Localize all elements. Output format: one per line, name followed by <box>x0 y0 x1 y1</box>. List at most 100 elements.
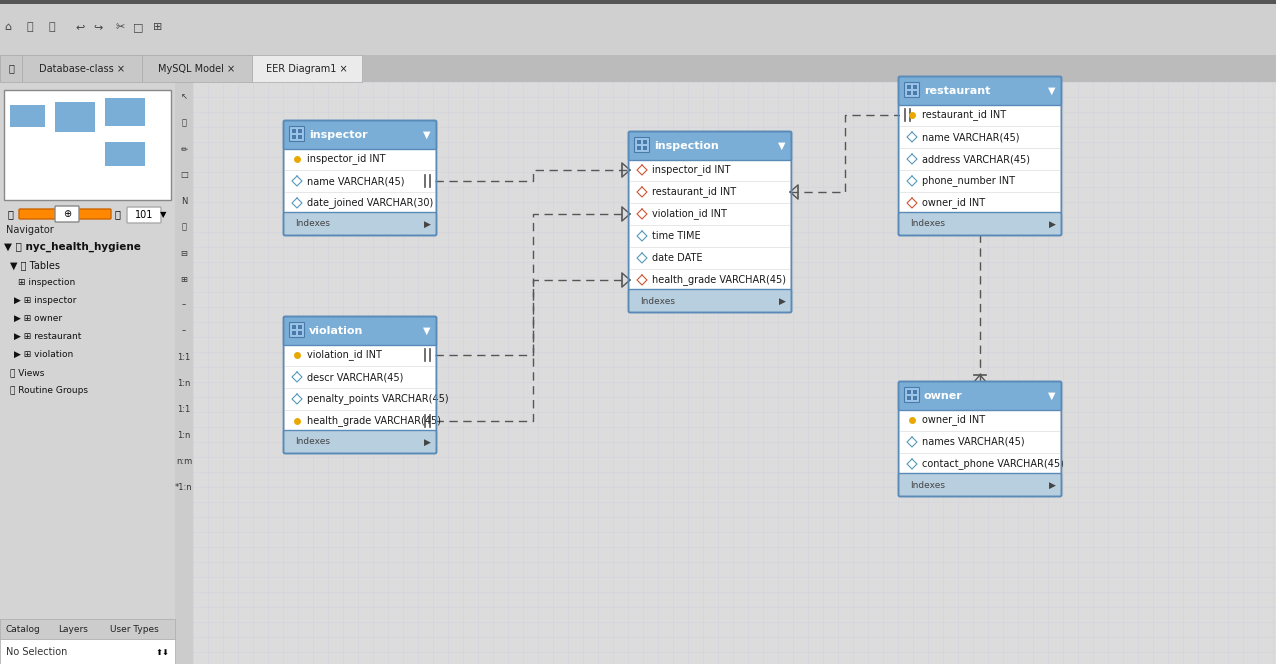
Text: ▼: ▼ <box>424 130 431 140</box>
FancyBboxPatch shape <box>22 55 142 82</box>
Text: Indexes: Indexes <box>641 297 675 305</box>
FancyBboxPatch shape <box>634 137 649 153</box>
Text: n:m: n:m <box>176 457 193 465</box>
FancyBboxPatch shape <box>637 146 641 150</box>
Text: ▶ ⊞ inspector: ▶ ⊞ inspector <box>14 296 77 305</box>
FancyBboxPatch shape <box>19 209 111 219</box>
Text: Catalog: Catalog <box>5 625 40 633</box>
Text: ⊟: ⊟ <box>180 248 188 258</box>
Text: ↖: ↖ <box>180 92 188 102</box>
FancyBboxPatch shape <box>128 207 161 223</box>
Text: N: N <box>181 197 188 205</box>
Text: 101: 101 <box>135 210 153 220</box>
FancyBboxPatch shape <box>0 0 1276 55</box>
Text: inspector_id INT: inspector_id INT <box>308 153 385 165</box>
Text: Indexes: Indexes <box>910 481 946 489</box>
Text: 🔍: 🔍 <box>8 209 14 219</box>
FancyBboxPatch shape <box>292 129 296 133</box>
Text: address VARCHAR(45): address VARCHAR(45) <box>923 154 1030 164</box>
Text: ▼: ▼ <box>160 210 166 220</box>
Text: ▶ ⊞ restaurant: ▶ ⊞ restaurant <box>14 332 82 341</box>
FancyBboxPatch shape <box>292 135 296 139</box>
Text: restaurant_id INT: restaurant_id INT <box>652 187 736 197</box>
Text: □: □ <box>133 23 143 33</box>
Text: names VARCHAR(45): names VARCHAR(45) <box>923 437 1025 447</box>
FancyBboxPatch shape <box>900 409 1060 475</box>
FancyBboxPatch shape <box>898 382 1062 410</box>
Text: health_grade VARCHAR(45): health_grade VARCHAR(45) <box>652 274 786 286</box>
FancyBboxPatch shape <box>175 82 193 664</box>
Text: MySQL Model ×: MySQL Model × <box>158 64 236 74</box>
Text: Indexes: Indexes <box>295 220 330 228</box>
FancyBboxPatch shape <box>283 430 436 454</box>
FancyBboxPatch shape <box>905 82 920 98</box>
FancyBboxPatch shape <box>105 142 145 166</box>
Text: 📁 Routine Groups: 📁 Routine Groups <box>10 386 88 395</box>
FancyBboxPatch shape <box>285 148 435 214</box>
FancyBboxPatch shape <box>10 105 45 127</box>
Text: User Types: User Types <box>110 625 158 633</box>
Text: ✏: ✏ <box>180 145 188 153</box>
Text: 🏠: 🏠 <box>8 64 14 74</box>
FancyBboxPatch shape <box>4 90 171 200</box>
Text: ▶ ⊞ owner: ▶ ⊞ owner <box>14 314 63 323</box>
Text: inspector: inspector <box>309 130 367 140</box>
Text: ▼: ▼ <box>1049 86 1055 96</box>
FancyBboxPatch shape <box>907 396 911 400</box>
FancyBboxPatch shape <box>914 85 917 89</box>
Text: 📁 Views: 📁 Views <box>10 368 45 377</box>
FancyBboxPatch shape <box>285 344 435 432</box>
Text: ▼: ▼ <box>424 326 431 336</box>
Text: ✋: ✋ <box>181 118 186 127</box>
FancyBboxPatch shape <box>0 55 1276 82</box>
FancyBboxPatch shape <box>283 212 436 236</box>
Text: ✂: ✂ <box>115 23 125 33</box>
FancyBboxPatch shape <box>283 120 436 149</box>
FancyBboxPatch shape <box>0 82 175 664</box>
FancyBboxPatch shape <box>914 91 917 95</box>
Text: –: – <box>182 327 186 335</box>
FancyBboxPatch shape <box>914 390 917 394</box>
Text: 💾: 💾 <box>48 23 55 33</box>
FancyBboxPatch shape <box>55 206 79 222</box>
Text: No Selection: No Selection <box>6 647 68 657</box>
Text: health_grade VARCHAR(45): health_grade VARCHAR(45) <box>308 416 441 426</box>
FancyBboxPatch shape <box>290 127 305 141</box>
Text: 1:n: 1:n <box>177 378 190 388</box>
Text: *1:n: *1:n <box>175 483 193 491</box>
FancyBboxPatch shape <box>643 140 647 144</box>
FancyBboxPatch shape <box>0 619 175 639</box>
Text: violation_id INT: violation_id INT <box>308 349 382 361</box>
Text: ▶: ▶ <box>424 438 430 446</box>
FancyBboxPatch shape <box>0 55 22 82</box>
Text: Indexes: Indexes <box>295 438 330 446</box>
Text: violation_id INT: violation_id INT <box>652 208 727 220</box>
Text: penalty_points VARCHAR(45): penalty_points VARCHAR(45) <box>308 394 449 404</box>
Text: ▶ ⊞ violation: ▶ ⊞ violation <box>14 350 73 359</box>
Text: date_joined VARCHAR(30): date_joined VARCHAR(30) <box>308 198 434 208</box>
FancyBboxPatch shape <box>907 91 911 95</box>
Text: 📁: 📁 <box>27 23 33 33</box>
Text: 🖧: 🖧 <box>181 222 186 232</box>
Text: time TIME: time TIME <box>652 231 701 241</box>
Text: ⊕: ⊕ <box>63 209 71 219</box>
Text: ↪: ↪ <box>93 23 102 33</box>
FancyBboxPatch shape <box>898 473 1062 497</box>
Text: owner_id INT: owner_id INT <box>923 198 985 208</box>
FancyBboxPatch shape <box>914 396 917 400</box>
Text: Database-class ×: Database-class × <box>40 64 125 74</box>
FancyBboxPatch shape <box>292 325 296 329</box>
Text: ⬆⬇: ⬆⬇ <box>156 647 170 657</box>
FancyBboxPatch shape <box>907 85 911 89</box>
Text: contact_phone VARCHAR(45): contact_phone VARCHAR(45) <box>923 459 1064 469</box>
Text: ▶: ▶ <box>424 220 430 228</box>
Text: owner_id INT: owner_id INT <box>923 414 985 426</box>
Text: inspection: inspection <box>655 141 718 151</box>
FancyBboxPatch shape <box>290 323 305 337</box>
FancyBboxPatch shape <box>0 639 175 664</box>
Text: ⊞: ⊞ <box>153 23 162 33</box>
Text: violation: violation <box>309 326 364 336</box>
FancyBboxPatch shape <box>643 146 647 150</box>
FancyBboxPatch shape <box>283 317 436 345</box>
FancyBboxPatch shape <box>299 331 302 335</box>
